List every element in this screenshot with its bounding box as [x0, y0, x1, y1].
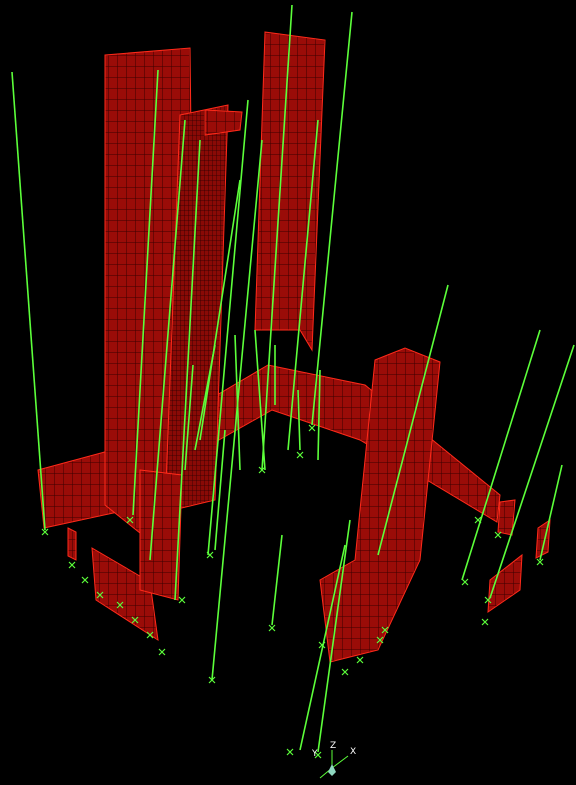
- wall: [254, 31, 326, 352]
- column: [461, 329, 541, 581]
- column: [199, 179, 241, 441]
- column: [234, 334, 241, 471]
- column: [539, 464, 563, 561]
- support: [81, 576, 89, 584]
- support: [341, 668, 349, 676]
- support: [286, 748, 294, 756]
- axis-label: Y: [311, 749, 318, 759]
- wall: [497, 499, 516, 536]
- support: [474, 516, 482, 524]
- support: [258, 466, 266, 474]
- wall: [67, 527, 77, 561]
- support: [116, 601, 124, 609]
- support: [178, 596, 186, 604]
- support: [484, 596, 492, 604]
- support: [376, 636, 384, 644]
- support: [131, 616, 139, 624]
- column: [299, 544, 346, 751]
- column: [214, 429, 226, 551]
- support: [308, 424, 316, 432]
- support: [206, 551, 214, 559]
- column: [271, 534, 283, 626]
- column: [174, 139, 201, 601]
- triad-origin: [328, 764, 336, 776]
- support: [126, 516, 134, 524]
- wall: [164, 104, 229, 513]
- wall: [91, 547, 159, 642]
- support: [536, 558, 544, 566]
- support: [314, 751, 322, 759]
- support: [318, 641, 326, 649]
- column: [261, 4, 293, 471]
- support: [268, 624, 276, 632]
- wall: [139, 469, 183, 601]
- support: [494, 531, 502, 539]
- column: [207, 99, 249, 556]
- column: [194, 344, 216, 451]
- column: [311, 11, 353, 426]
- support: [381, 626, 389, 634]
- axis-label: Z: [330, 741, 336, 751]
- support: [481, 618, 489, 626]
- column: [11, 71, 46, 531]
- column: [297, 389, 301, 451]
- axis-triad: Z Y X: [311, 741, 356, 779]
- support: [158, 648, 166, 656]
- column: [317, 519, 351, 753]
- support: [96, 591, 104, 599]
- column: [149, 119, 186, 561]
- column: [377, 284, 449, 556]
- support: [296, 451, 304, 459]
- axis-label: X: [350, 747, 356, 757]
- column: [489, 344, 575, 599]
- column: [254, 329, 266, 471]
- columns: [11, 4, 575, 759]
- wall: [204, 109, 243, 136]
- column: [132, 69, 159, 516]
- support: [208, 676, 216, 684]
- support: [41, 528, 49, 536]
- support: [356, 656, 364, 664]
- column: [184, 364, 194, 471]
- axis-line: [331, 755, 349, 769]
- support: [146, 631, 154, 639]
- support: [68, 561, 76, 569]
- support: [461, 578, 469, 586]
- column: [317, 369, 321, 461]
- column: [287, 119, 319, 451]
